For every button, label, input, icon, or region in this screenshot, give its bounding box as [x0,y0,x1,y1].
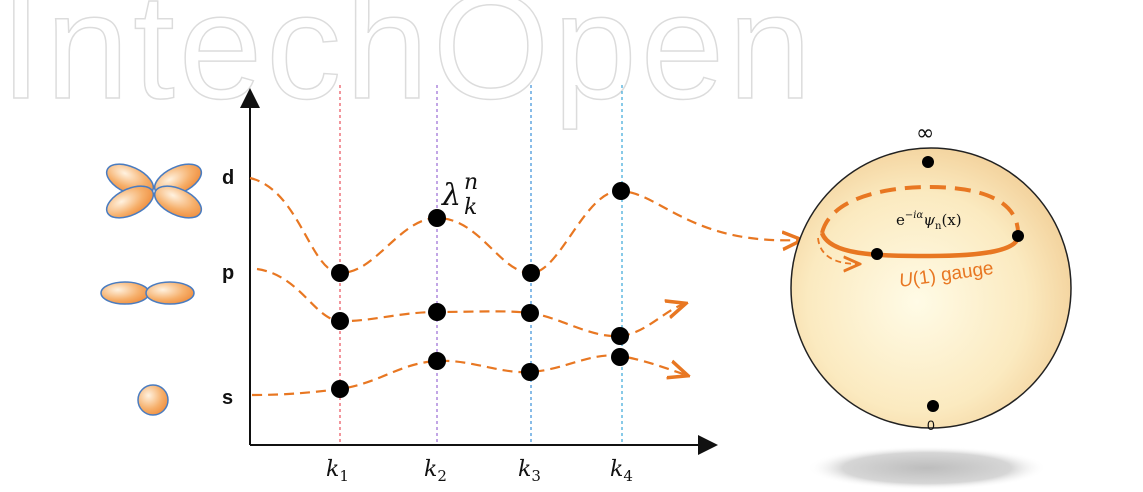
point-p-k1 [331,312,349,330]
k3-label: k3 [518,457,541,485]
k-axis-labels: k1 k2 k3 k4 [326,457,633,485]
point-d-k3 [522,264,540,282]
svg-text:k: k [464,195,477,220]
point-p-k3 [521,304,539,322]
point-s-k4 [611,348,629,366]
label-p: p [222,262,234,284]
gauge-ring-front [819,231,1021,259]
point-s-k3 [521,363,539,381]
zero-label: 0 [927,417,935,433]
point-s-k2 [428,352,446,370]
point-d-k2 [428,209,446,227]
point-ring-left [871,248,883,260]
s-orbital-icon [137,384,169,416]
d-orbital-icon [105,163,203,219]
point-d-k1 [331,264,349,282]
wavefunction-label: e−iαψn(x) [896,210,962,232]
point-infinity [922,156,934,168]
k1-label: k1 [326,457,349,485]
point-d-k4 [612,182,630,200]
point-ring-right [1012,230,1024,242]
svg-text:n: n [464,170,478,195]
band-d-curve [249,176,800,275]
svg-text:e−iαψn(x): e−iαψn(x) [896,210,962,232]
band-p-curve [256,267,684,338]
point-p-k2 [428,303,446,321]
point-p-k4 [611,327,629,345]
p-orbital-icon [100,281,195,305]
label-s: s [222,387,233,409]
gauge-arrow [817,237,858,264]
k4-label: k4 [610,457,633,485]
k2-label: k2 [424,457,447,485]
gauge-ring-back [820,184,1021,237]
bloch-sphere [790,147,1072,429]
watermark: IntechOpen [0,0,816,131]
sphere-shadow [807,446,1047,490]
label-d: d [222,167,234,189]
point-zero [927,400,939,412]
svg-text:λ: λ [441,178,461,213]
point-s-k1 [331,380,349,398]
infinity-label: ∞ [916,121,934,146]
eigen-points [331,182,630,398]
eigenvalue-label: λ n k [441,170,478,220]
